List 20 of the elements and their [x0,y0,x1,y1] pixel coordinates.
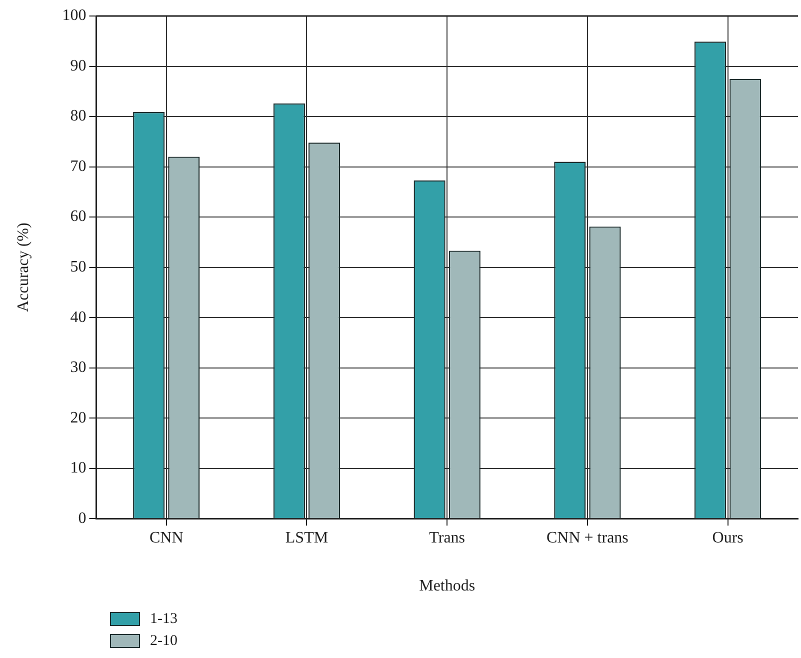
y-axis-title: Accuracy (%) [14,222,32,312]
y-tick-label: 20 [70,409,86,426]
y-tick-label: 100 [62,7,86,24]
y-tick-label: 30 [70,359,86,376]
y-tick-label: 10 [70,460,86,477]
y-tick-label: 70 [70,158,86,175]
x-tick-label: CNN + trans [546,529,628,546]
y-tick-label: 60 [70,208,86,226]
x-tick-label: LSTM [285,529,328,546]
legend-label: 1-13 [150,610,178,628]
x-tick-label: CNN [149,529,184,546]
y-tick-label: 40 [70,308,86,326]
y-tick-label: 80 [70,108,86,125]
y-tick-label: 90 [70,57,86,74]
x-tick-label: Trans [429,529,466,546]
x-tick-label: Ours [712,529,744,546]
x-axis-title: Methods [419,578,476,595]
legend-label: 2-10 [150,632,178,650]
y-tick-label: 0 [78,510,86,527]
y-tick-label: 50 [70,258,86,276]
